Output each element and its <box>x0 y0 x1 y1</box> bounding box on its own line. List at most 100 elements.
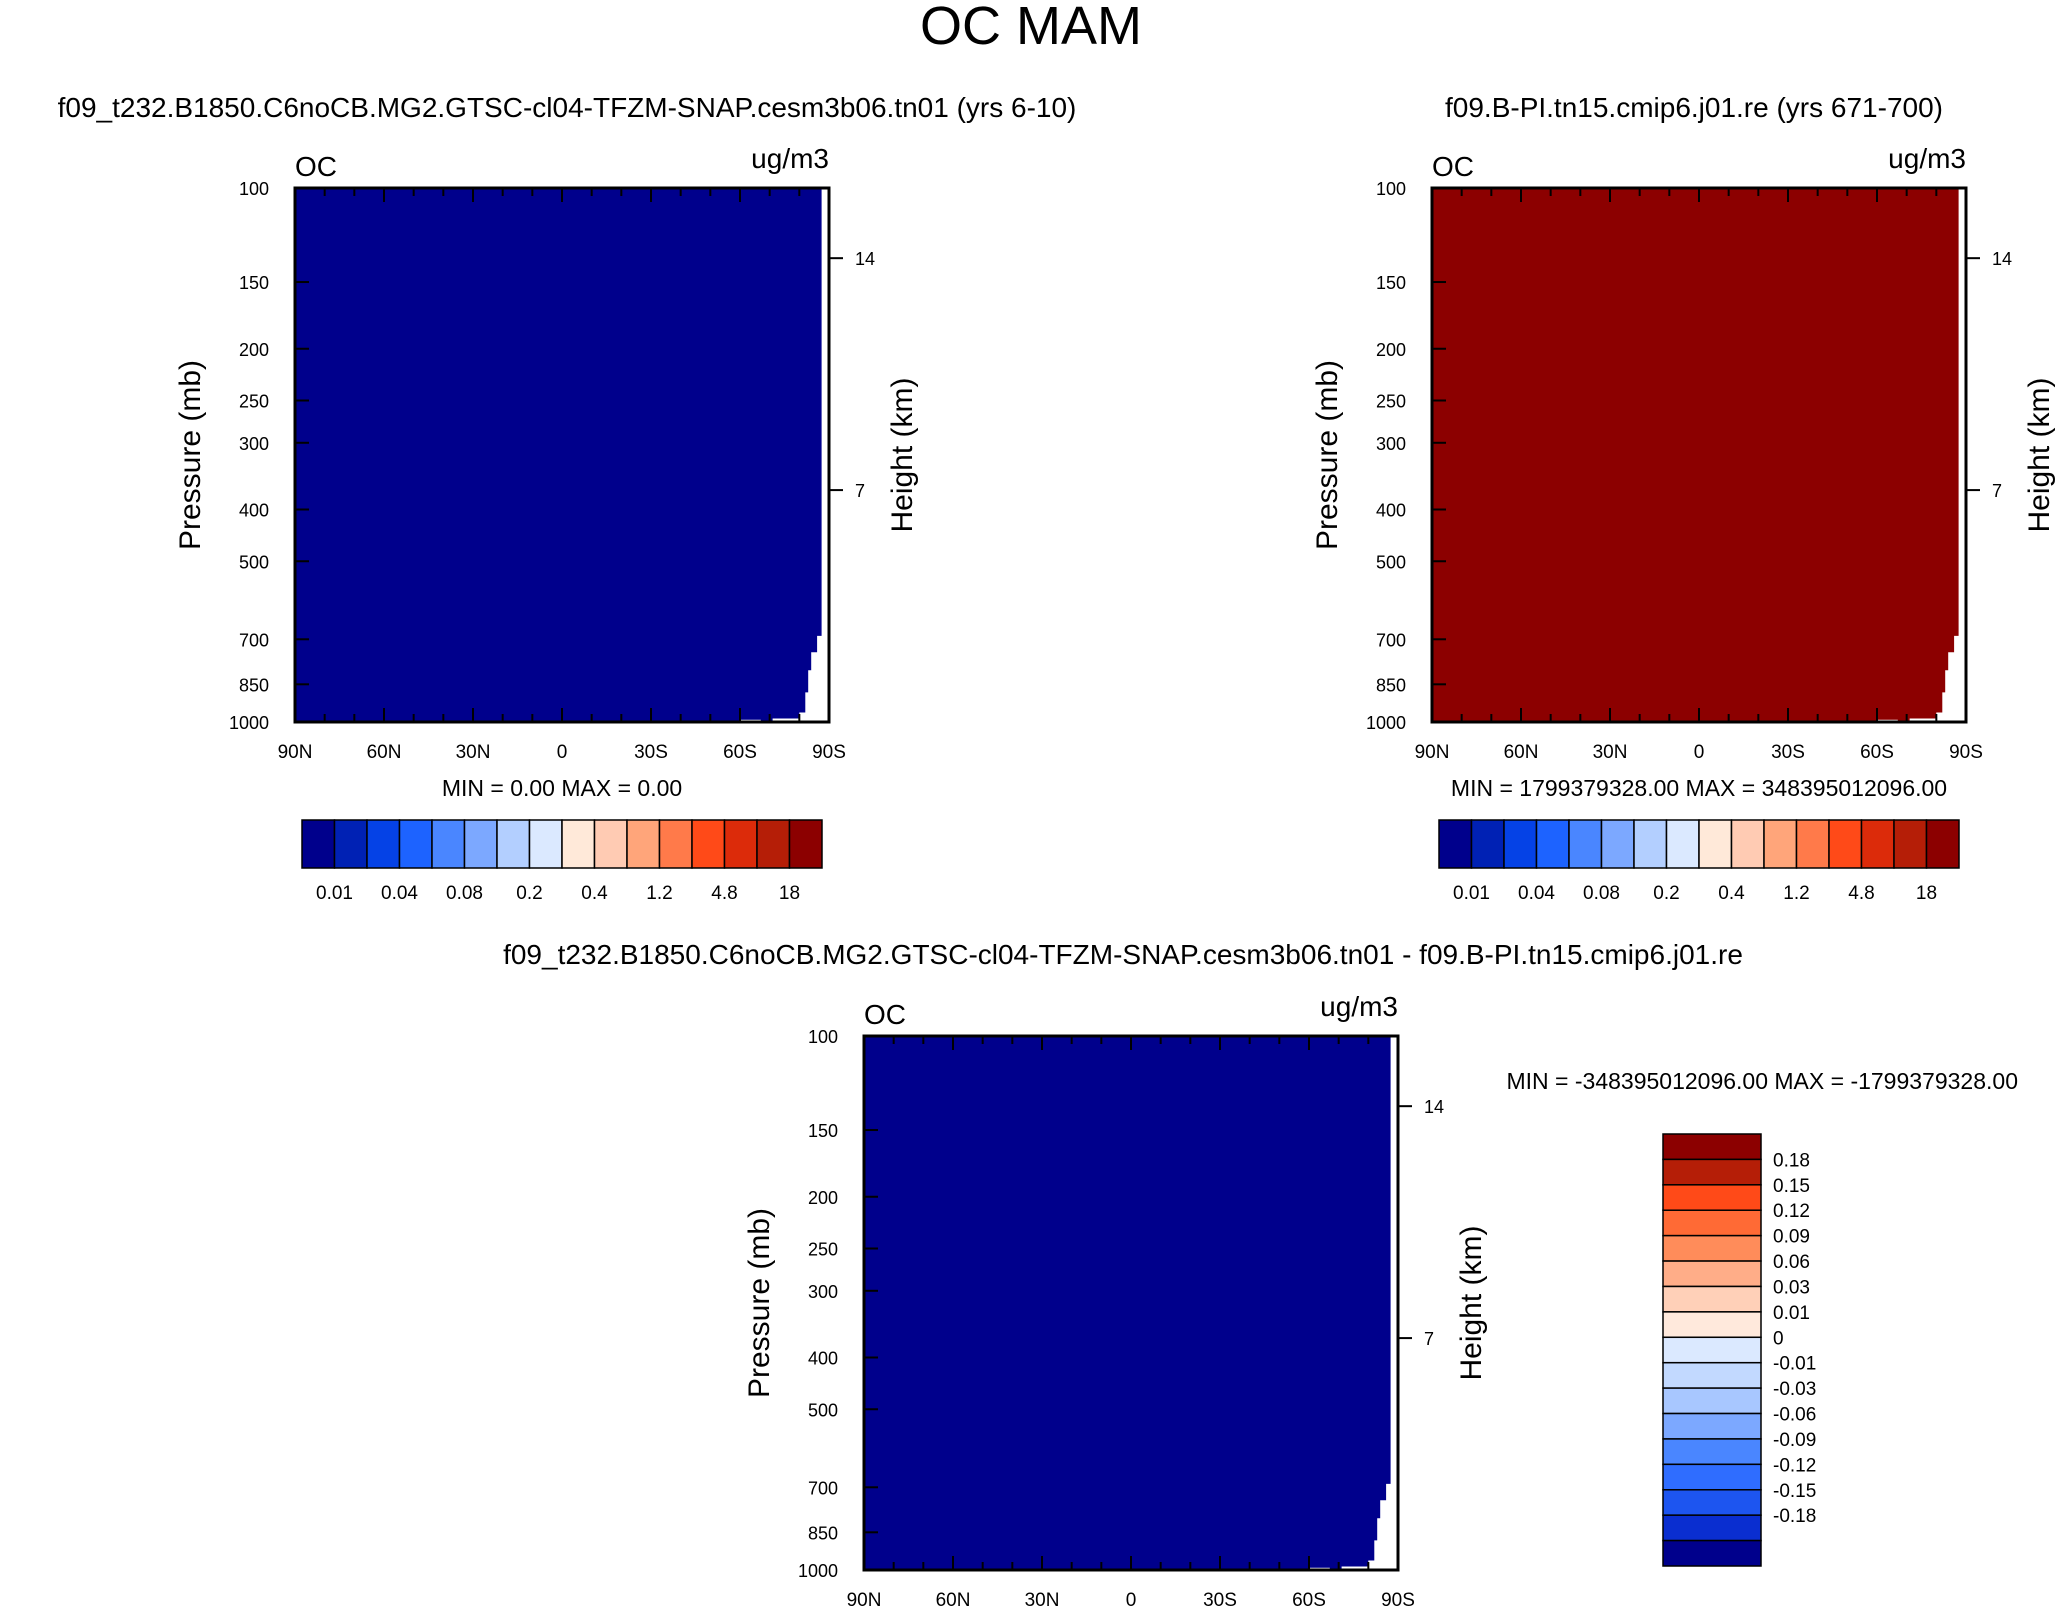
field-fill <box>1432 188 1966 722</box>
colorbar-box <box>1925 819 1960 869</box>
y2-tick-label: 14 <box>1424 1097 1444 1117</box>
y-tick-label: 700 <box>239 630 269 650</box>
y-tick-label: 1000 <box>1366 713 1406 733</box>
colorbar-label: 0.12 <box>1773 1201 1810 1222</box>
y2-tick-label: 7 <box>1992 481 2002 501</box>
units-label: ug/m3 <box>1320 991 1398 1022</box>
x-tick-label: 90S <box>812 742 846 763</box>
colorbar-box <box>1730 819 1765 869</box>
y-tick-label: 400 <box>239 501 269 521</box>
colorbar-label: 0.03 <box>1773 1277 1810 1298</box>
colorbar-box <box>1662 1463 1762 1491</box>
x-tick-label: 30N <box>1593 742 1628 763</box>
units-label: ug/m3 <box>751 143 829 174</box>
x-tick-label: 30N <box>456 742 491 763</box>
y-tick-label: 1000 <box>798 1561 838 1581</box>
colorbar-box <box>333 819 368 869</box>
colorbar: 0.18 0.15 0.12 0.09 0.06 0.03 0.01 0 -0.01 -0.03 -… <box>1662 1133 1816 1567</box>
colorbar-box <box>1662 1489 1762 1516</box>
y-tick-label: 200 <box>1376 340 1406 360</box>
colorbar-box <box>1763 819 1798 869</box>
x-tick-label: 90N <box>1415 742 1450 763</box>
y2-axis-label: Height (km) <box>886 377 919 532</box>
colorbar-label: 18 <box>779 883 800 904</box>
figure-title: OC MAM <box>920 0 1142 56</box>
min-max-label: MIN = -348395012096.00 MAX = -1799379328… <box>1507 1068 2019 1094</box>
colorbar-box <box>1662 1387 1762 1415</box>
y-axis-label: Pressure (mb) <box>743 1208 776 1398</box>
panel-top-left: f09_t232.B1850.C6noCB.MG2.GTSC-cl04-TFZM… <box>58 92 1077 904</box>
panel-title: f09_t232.B1850.C6noCB.MG2.GTSC-cl04-TFZM… <box>503 939 1743 970</box>
y2-tick-label: 14 <box>855 249 875 269</box>
y-tick-label: 150 <box>239 273 269 293</box>
colorbar-box <box>431 819 466 869</box>
units-label: ug/m3 <box>1888 143 1966 174</box>
colorbar: 0.01 0.04 0.08 0.2 0.4 1.2 4.8 18 <box>1438 819 1960 904</box>
colorbar-box <box>1662 1158 1762 1186</box>
colorbar-box <box>1795 819 1830 869</box>
topography-mask <box>1859 188 1966 722</box>
colorbar-box <box>691 819 726 869</box>
colorbar-label: 0.08 <box>446 883 483 904</box>
colorbar-label: -0.15 <box>1773 1481 1816 1502</box>
y2-axis-label: Height (km) <box>1455 1225 1488 1380</box>
colorbar-box <box>1662 1361 1762 1389</box>
y-tick-label: 300 <box>239 434 269 454</box>
colorbar-box <box>528 819 563 869</box>
colorbar-label: 0.4 <box>581 883 608 904</box>
x-tick-label: 30S <box>1771 742 1805 763</box>
y-tick-label: 250 <box>808 1240 838 1260</box>
colorbar-box <box>1600 819 1635 869</box>
colorbar-label: -0.09 <box>1773 1430 1816 1451</box>
y-tick-label: 150 <box>1376 273 1406 293</box>
field-fill <box>295 188 829 722</box>
colorbar-label: 0.04 <box>381 883 418 904</box>
colorbar-box <box>301 819 336 869</box>
x-tick-label: 90N <box>278 742 313 763</box>
panel-bottom-diff: f09_t232.B1850.C6noCB.MG2.GTSC-cl04-TFZM… <box>503 939 2018 1611</box>
colorbar-box <box>1828 819 1863 869</box>
colorbar-label: 0.08 <box>1583 883 1620 904</box>
field-fill <box>864 1036 1398 1570</box>
y-tick-label: 500 <box>239 552 269 572</box>
colorbar-box <box>1568 819 1603 869</box>
colorbar-label: 1.2 <box>646 883 672 904</box>
colorbar-box <box>1662 1438 1762 1466</box>
y-tick-label: 300 <box>1376 434 1406 454</box>
colorbar-label: 18 <box>1916 883 1937 904</box>
colorbar-label: -0.06 <box>1773 1405 1816 1426</box>
x-tick-label: 0 <box>1126 1590 1137 1611</box>
y-tick-label: 100 <box>1376 179 1406 199</box>
colorbar-box <box>658 819 693 869</box>
colorbar-label: 0.09 <box>1773 1227 1810 1248</box>
variable-label: OC <box>1432 151 1474 182</box>
x-tick-label: 90N <box>847 1590 882 1611</box>
colorbar-label: 0.01 <box>316 883 353 904</box>
colorbar-box <box>463 819 498 869</box>
colorbar-label: 4.8 <box>711 883 737 904</box>
colorbar-label: 0.01 <box>1453 883 1490 904</box>
colorbar-box <box>1662 1184 1762 1211</box>
y-tick-label: 700 <box>808 1478 838 1498</box>
colorbar-label: -0.03 <box>1773 1379 1816 1400</box>
colorbar-box <box>1662 1412 1762 1440</box>
topography-mask <box>1291 1036 1398 1570</box>
colorbar-box <box>1662 1234 1762 1262</box>
colorbar-box <box>1662 1336 1762 1364</box>
x-tick-label: 0 <box>1694 742 1705 763</box>
colorbar-box <box>1860 819 1895 869</box>
panel-top-right: f09.B-PI.tn15.cmip6.j01.re (yrs 671-700)… <box>1311 92 2056 904</box>
colorbar-box <box>723 819 758 869</box>
colorbar-box <box>1503 819 1538 869</box>
min-max-label: MIN = 1799379328.00 MAX = 348395012096.0… <box>1451 775 1947 801</box>
x-tick-label: 60S <box>1292 1590 1326 1611</box>
colorbar-box <box>1662 1133 1762 1161</box>
y-tick-label: 100 <box>808 1027 838 1047</box>
x-tick-label: 60N <box>936 1590 971 1611</box>
colorbar-label: 0.2 <box>516 883 542 904</box>
colorbar-label: 1.2 <box>1783 883 1809 904</box>
y2-tick-label: 7 <box>855 481 865 501</box>
colorbar-box <box>788 819 823 869</box>
y-axis-label: Pressure (mb) <box>174 360 207 550</box>
